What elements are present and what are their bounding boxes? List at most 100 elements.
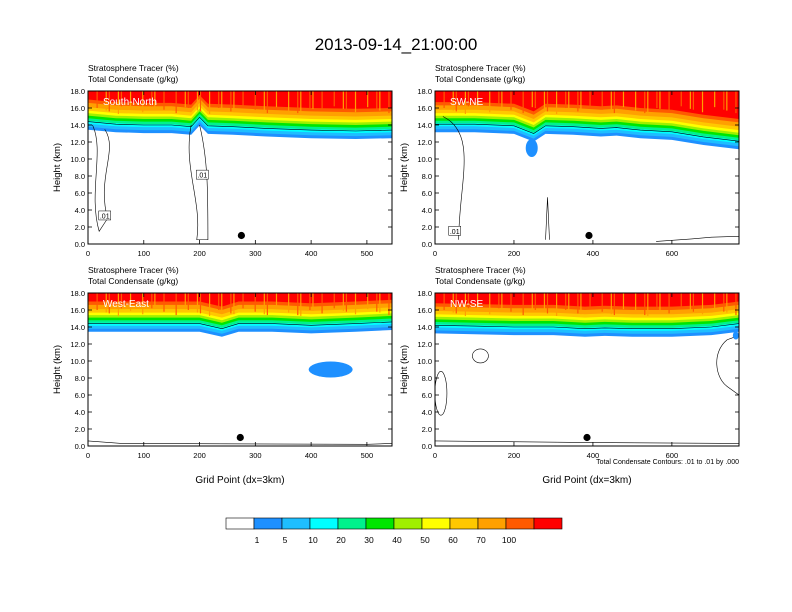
y-tick-label: 18.0 (417, 289, 432, 298)
y-tick-label: 16.0 (417, 104, 432, 113)
x-tick-label: 500 (361, 249, 374, 258)
panel-title-condensate: Total Condensate (g/kg) (435, 276, 525, 286)
y-tick-label: 16.0 (417, 306, 432, 315)
x-tick-label: 200 (193, 249, 206, 258)
y-tick-label: 18.0 (417, 87, 432, 96)
panel-title-condensate: Total Condensate (g/kg) (435, 74, 525, 84)
x-tick-label: 400 (587, 451, 600, 460)
x-tick-label: 300 (249, 451, 262, 460)
contour-label: .01 (100, 213, 110, 220)
y-tick-label: 6.0 (75, 189, 85, 198)
colorbar-swatch (225, 517, 255, 530)
condensate-contour (92, 124, 110, 232)
colorbar-swatch (449, 517, 479, 530)
x-axis-label: Grid Point (dx=3km) (195, 475, 284, 486)
contour-label: .01 (197, 173, 207, 180)
contour-label-box (98, 210, 111, 221)
colorbar-swatch (393, 517, 423, 530)
condensate-contour (545, 197, 550, 240)
colorbar-label: 10 (308, 535, 318, 545)
panel-west-east: West-East Stratosphere Tracer (%)Total Co… (52, 265, 393, 486)
panel-sw-ne: .01 SW-NE Stratosphere Tracer (%)Total Con… (399, 63, 740, 258)
y-tick-label: 10.0 (70, 155, 85, 164)
colorbar-swatch (253, 517, 283, 530)
y-tick-label: 14.0 (70, 121, 85, 130)
tropopause-contour (435, 323, 739, 330)
location-marker (583, 433, 591, 442)
y-tick-label: 8.0 (422, 374, 432, 383)
plot-frame (434, 292, 740, 447)
colorbar-label: 20 (336, 535, 346, 545)
y-tick-label: 8.0 (422, 172, 432, 181)
panel-title-condensate: Total Condensate (g/kg) (88, 276, 178, 286)
y-tick-label: 16.0 (70, 306, 85, 315)
footer-note: Total Condensate Contours: .01 to .01 by… (596, 459, 739, 466)
panel-title-tracer: Stratosphere Tracer (%) (435, 265, 526, 275)
condensate-blob (308, 361, 353, 378)
y-tick-label: 12.0 (417, 340, 432, 349)
x-tick-label: 100 (138, 249, 151, 258)
panel-label: SW-NE (450, 97, 483, 108)
page-title: 2013-09-14_21:00:00 (315, 35, 478, 54)
colorbar-swatch (365, 517, 395, 530)
x-tick-label: 500 (361, 451, 374, 460)
location-marker (585, 231, 593, 240)
y-tick-label: 4.0 (422, 408, 432, 417)
location-marker (237, 231, 245, 240)
panel-title-condensate: Total Condensate (g/kg) (88, 74, 178, 84)
x-tick-label: 300 (249, 249, 262, 258)
tropopause-contour (88, 116, 392, 132)
y-tick-label: 2.0 (422, 425, 432, 434)
contour-label-box (448, 226, 461, 236)
condensate-blob (525, 138, 538, 157)
plot-frame (434, 90, 740, 245)
plot-area: .01 .01 (88, 91, 392, 244)
colorbar-label: 40 (392, 535, 402, 545)
x-tick-label: 200 (508, 451, 521, 460)
panel-label: South-North (103, 97, 157, 108)
colorbar-swatch (533, 517, 563, 530)
x-tick-label: 100 (138, 451, 151, 460)
y-tick-label: 0.0 (75, 442, 85, 451)
y-tick-label: 14.0 (70, 323, 85, 332)
condensate-contour (472, 348, 489, 364)
colorbar-swatch (505, 517, 535, 530)
tropopause-contour (88, 321, 392, 330)
condensate-blob (732, 331, 739, 340)
x-tick-label: 0 (86, 451, 90, 460)
panel-title-tracer: Stratosphere Tracer (%) (88, 265, 179, 275)
y-tick-label: 14.0 (417, 323, 432, 332)
condensate-contour (88, 440, 392, 445)
y-tick-label: 2.0 (422, 223, 432, 232)
y-tick-label: 8.0 (75, 172, 85, 181)
x-tick-label: 200 (508, 249, 521, 258)
colorbar-swatch (337, 517, 367, 530)
plot-frame (87, 90, 393, 245)
y-tick-label: 10.0 (70, 357, 85, 366)
y-tick-label: 10.0 (417, 155, 432, 164)
panel-label: West-East (103, 299, 149, 310)
y-tick-label: 14.0 (417, 121, 432, 130)
panel-south-north: .01 .01 South-North Stratosphere Tracer (%)… (52, 63, 393, 258)
y-tick-label: 4.0 (422, 206, 432, 215)
x-axis-label: Grid Point (dx=3km) (542, 475, 631, 486)
y-tick-label: 10.0 (417, 357, 432, 366)
y-tick-label: 4.0 (75, 408, 85, 417)
colorbar-label: 5 (283, 535, 288, 545)
y-tick-label: 18.0 (70, 87, 85, 96)
x-tick-label: 400 (587, 249, 600, 258)
colorbar-swatch (477, 517, 507, 530)
contour-label: .01 (450, 229, 460, 236)
location-marker (236, 433, 244, 442)
y-axis-label: Height (km) (52, 143, 63, 192)
y-tick-label: 16.0 (70, 104, 85, 113)
plot-area (435, 293, 739, 446)
plot-area: .01 (435, 91, 739, 244)
x-tick-label: 400 (305, 451, 318, 460)
tropopause-contour (435, 123, 739, 142)
condensate-contour (442, 116, 465, 240)
colorbar-label: 100 (502, 535, 516, 545)
condensate-contour (435, 371, 448, 416)
condensate-contour (188, 124, 209, 241)
